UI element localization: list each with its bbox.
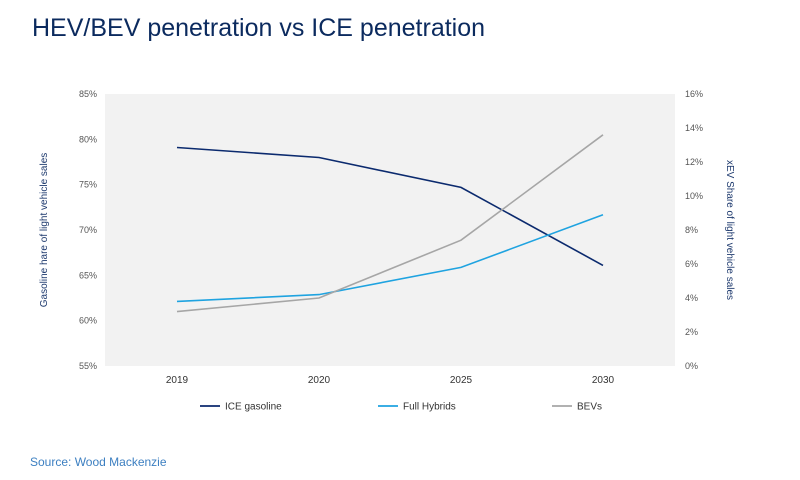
right-tick-label: 8% xyxy=(685,225,698,235)
x-tick-label: 2020 xyxy=(308,375,331,386)
chart-title: HEV/BEV penetration vs ICE penetration xyxy=(32,14,486,42)
right-tick-label: 4% xyxy=(685,293,698,303)
x-tick-label: 2030 xyxy=(592,375,615,386)
left-tick-label: 80% xyxy=(79,134,97,144)
right-axis-label: xEV Share of light vehicle sales xyxy=(724,160,735,300)
left-tick-label: 70% xyxy=(79,225,97,235)
right-tick-label: 10% xyxy=(685,191,703,201)
right-axis-ticks: 0% 2% 4% 6% 8% 10% 12% 14% 16% xyxy=(685,89,703,371)
legend-label: BEVs xyxy=(577,402,602,413)
left-axis-ticks: 55% 60% 65% 70% 75% 80% 85% xyxy=(79,89,97,371)
right-tick-label: 12% xyxy=(685,157,703,167)
legend-label: Full Hybrids xyxy=(403,402,456,413)
left-tick-label: 65% xyxy=(79,270,97,280)
left-tick-label: 55% xyxy=(79,361,97,371)
chart: 55% 60% 65% 70% 75% 80% 85% 0% 2% 4% 6% 8% 10% 12% 14… xyxy=(39,89,735,413)
plot-area xyxy=(105,94,675,366)
x-tick-label: 2025 xyxy=(450,375,473,386)
series-line-full-hybrids xyxy=(176,213,604,303)
series-line-ice-gasoline xyxy=(176,146,604,267)
left-tick-label: 75% xyxy=(79,180,97,190)
right-tick-label: 0% xyxy=(685,361,698,371)
series-lines xyxy=(176,134,604,313)
right-tick-label: 6% xyxy=(685,259,698,269)
left-tick-label: 60% xyxy=(79,316,97,326)
legend-label: ICE gasoline xyxy=(225,402,282,413)
legend: ICE gasoline Full Hybrids BEVs xyxy=(200,402,602,413)
right-tick-label: 16% xyxy=(685,89,703,99)
left-tick-label: 85% xyxy=(79,89,97,99)
x-axis-ticks: 2019 2020 2025 2030 xyxy=(166,375,615,386)
right-tick-label: 14% xyxy=(685,123,703,133)
series-line-bevs xyxy=(176,134,604,313)
left-axis-label: Gasoline hare of light vehicle sales xyxy=(39,153,50,308)
source-note: Source: Wood Mackenzie xyxy=(30,455,167,469)
x-tick-label: 2019 xyxy=(166,375,189,386)
right-tick-label: 2% xyxy=(685,327,698,337)
